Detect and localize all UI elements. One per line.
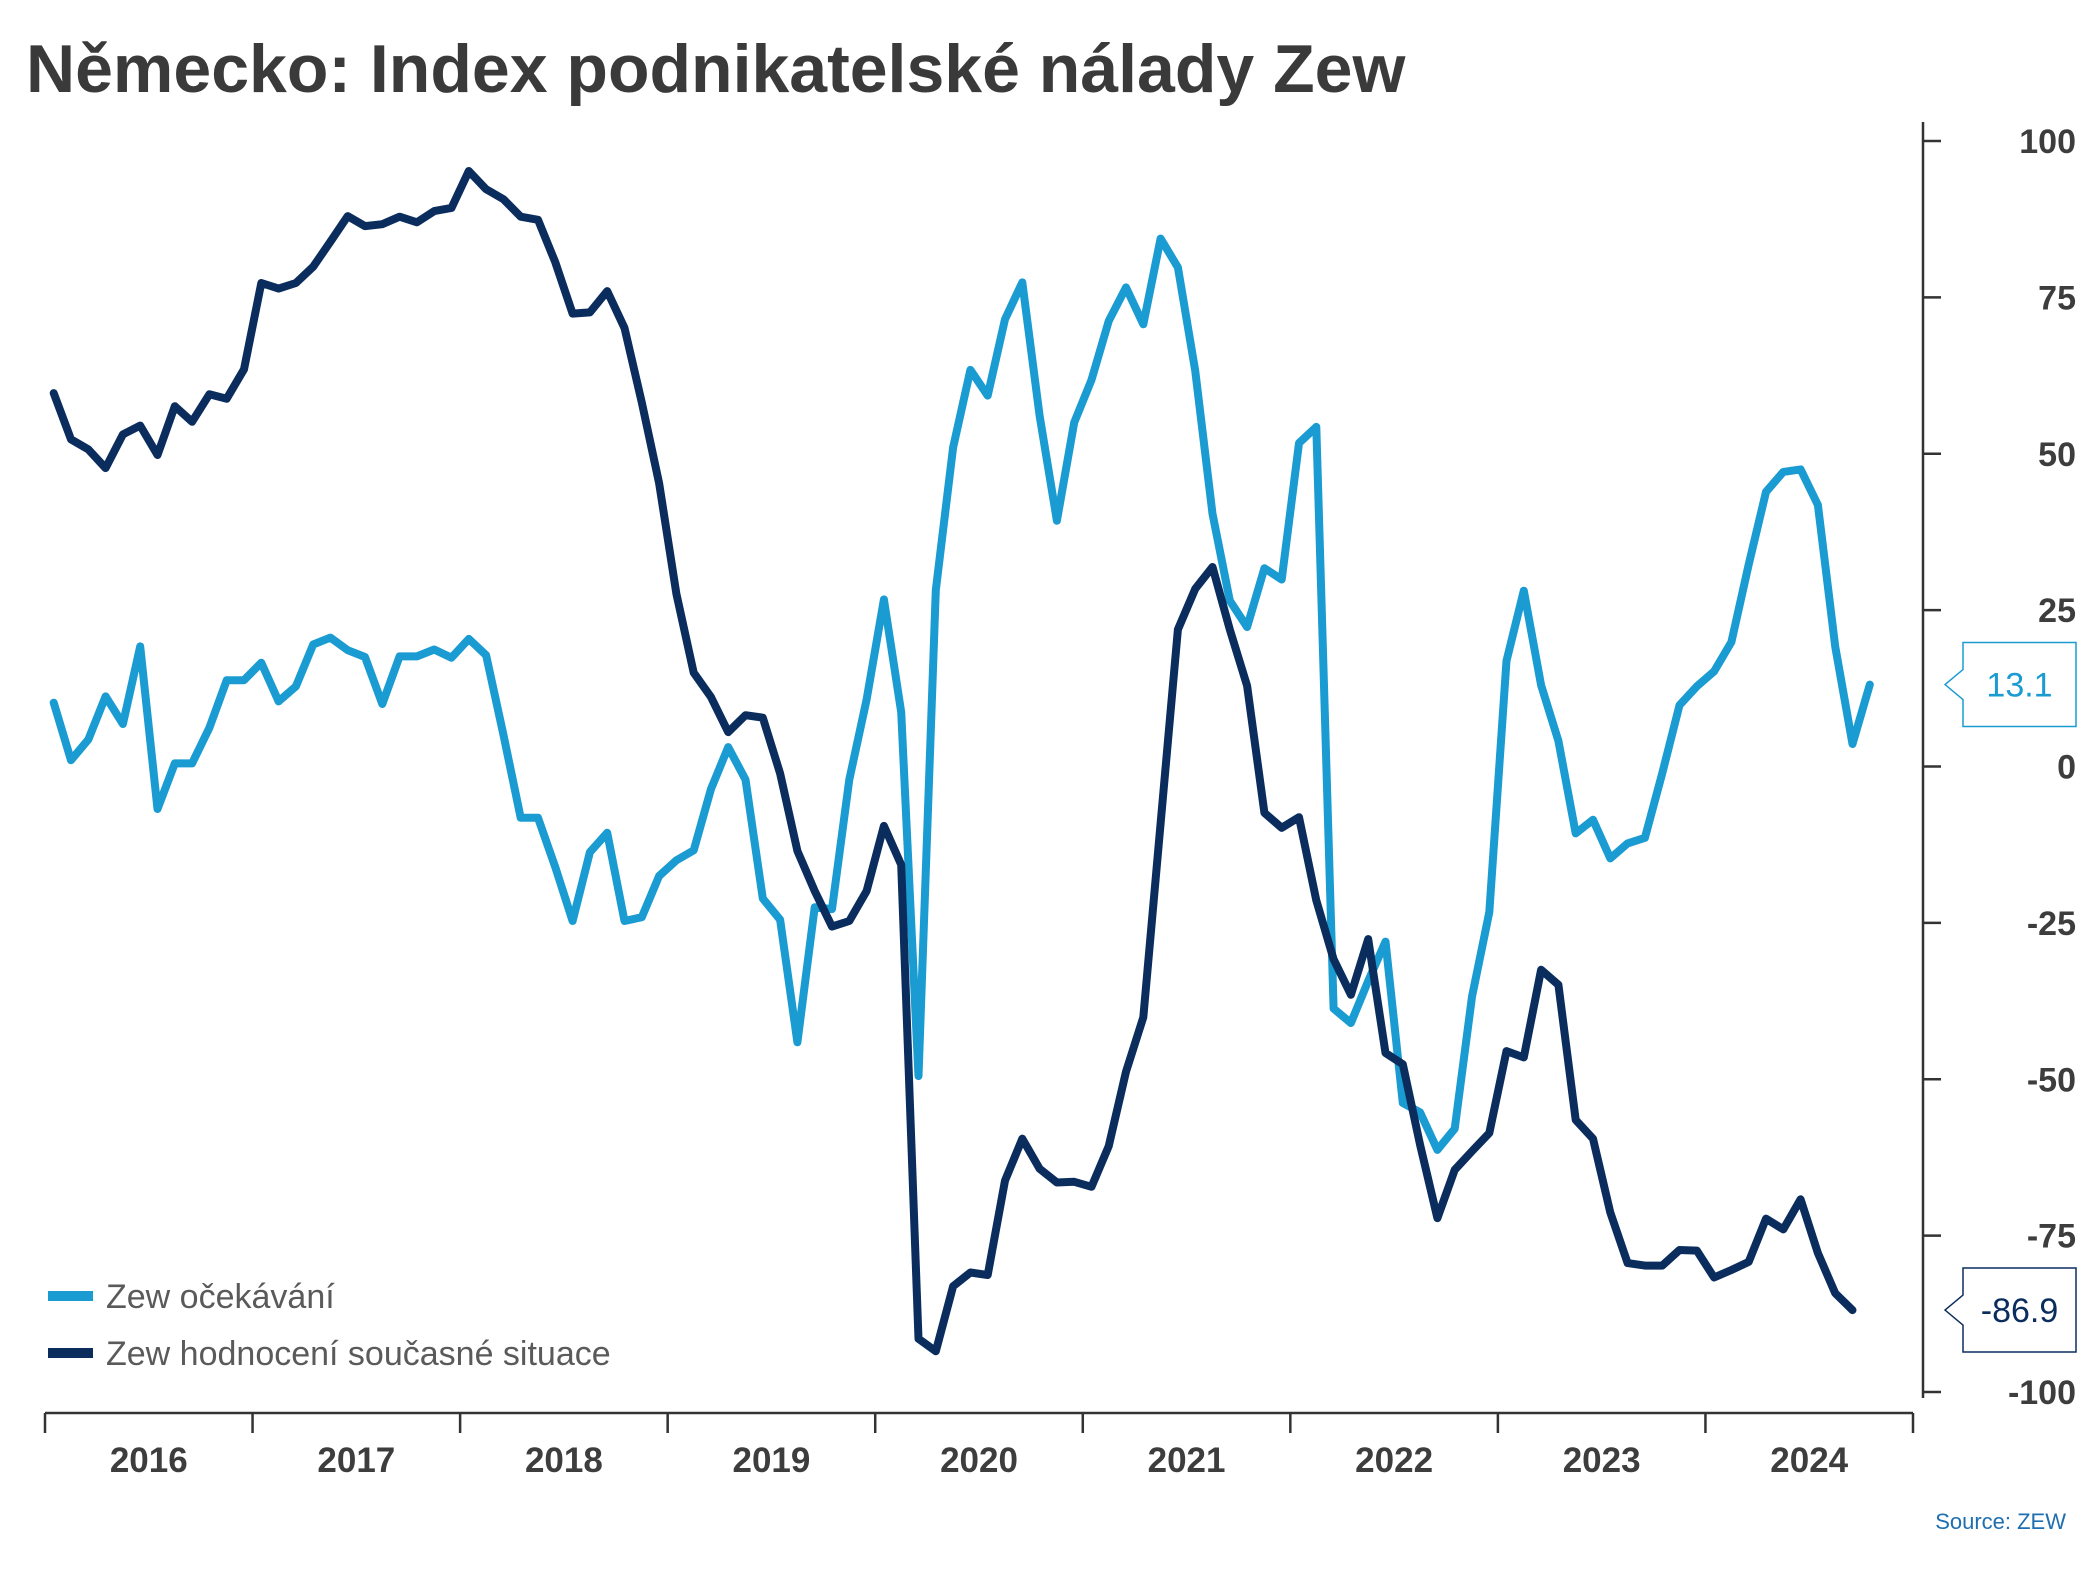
x-tick-label: 2018 bbox=[525, 1441, 603, 1480]
x-tick-label: 2021 bbox=[1148, 1441, 1226, 1480]
x-tick-label: 2019 bbox=[733, 1441, 811, 1480]
y-tick-label: 100 bbox=[2019, 123, 2076, 161]
chart-title: Německo: Index podnikatelské nálady Zew bbox=[26, 31, 1406, 107]
legend-label-expectations: Zew očekávání bbox=[106, 1278, 335, 1316]
x-tick-label: 2022 bbox=[1355, 1441, 1433, 1480]
series-lines bbox=[49, 167, 1874, 1356]
callout-current-situation-label: -86.9 bbox=[1981, 1292, 2059, 1330]
y-tick-label: -50 bbox=[2027, 1061, 2076, 1099]
callout-expectations-box bbox=[1943, 641, 2077, 728]
end-value-callouts: 13.1 -86.9 bbox=[1943, 641, 2077, 1353]
y-tick-group: 100 75 50 25 0 -25 -50 -75 -100 bbox=[1923, 123, 2076, 1412]
y-tick-label: -75 bbox=[2027, 1218, 2076, 1256]
x-tick-label: 2024 bbox=[1770, 1441, 1848, 1480]
callout-expectations-label: 13.1 bbox=[1986, 667, 2052, 705]
x-tick-label: 2017 bbox=[317, 1441, 395, 1480]
legend-label-current-situation: Zew hodnocení současné situace bbox=[106, 1335, 611, 1373]
y-tick-label: 25 bbox=[2038, 592, 2076, 630]
y-tick-label: 0 bbox=[2057, 749, 2076, 787]
x-tick-label: 2023 bbox=[1563, 1441, 1641, 1480]
x-tick-label: 2016 bbox=[110, 1441, 188, 1480]
y-tick-label: -100 bbox=[2008, 1374, 2076, 1412]
x-tick-group: 2016 2017 2018 2019 2020 2021 2022 2023 2024 bbox=[43, 1413, 1915, 1480]
series-line-current-situation bbox=[49, 167, 1857, 1356]
y-tick-label: -25 bbox=[2027, 905, 2076, 943]
source-note: Source: ZEW bbox=[1935, 1509, 2066, 1534]
x-tick-label: 2020 bbox=[940, 1441, 1018, 1480]
legend: Zew očekávání Zew hodnocení současné sit… bbox=[48, 1278, 611, 1373]
callout-current-situation-box bbox=[1943, 1267, 2077, 1353]
y-tick-label: 75 bbox=[2038, 279, 2076, 317]
y-tick-label: 50 bbox=[2038, 436, 2076, 474]
series-line-expectations bbox=[49, 234, 1874, 1154]
